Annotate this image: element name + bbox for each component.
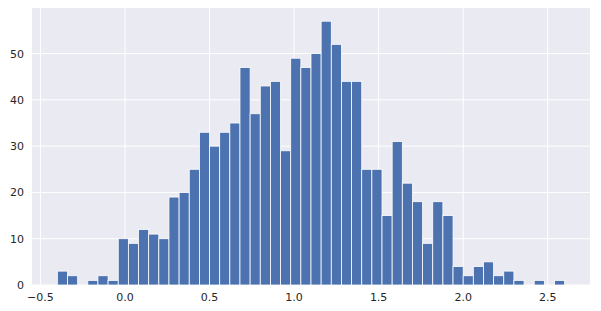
histogram-bar xyxy=(392,142,402,285)
plot-background xyxy=(32,8,590,285)
histogram-bar xyxy=(524,285,534,286)
histogram-bar xyxy=(382,216,392,285)
histogram-bar xyxy=(199,132,209,285)
histogram-bar xyxy=(341,81,351,285)
histogram-bar xyxy=(179,192,189,285)
x-tick-label: 2.5 xyxy=(539,291,557,304)
x-tick-label: 2.0 xyxy=(454,291,472,304)
histogram-bar xyxy=(57,271,67,285)
y-tick-label: 40 xyxy=(10,94,24,107)
histogram-bar xyxy=(453,266,463,285)
chart: 0 10 20 30 40 50 −0.5 0.0 0.5 1.0 1.5 2.0 2.5 xyxy=(0,0,601,311)
y-tick-label: 30 xyxy=(10,140,24,153)
x-tick-label: 1.0 xyxy=(285,291,303,304)
histogram-bar xyxy=(352,81,362,285)
histogram-bar xyxy=(159,239,169,285)
histogram-bar xyxy=(494,276,504,285)
grid xyxy=(32,8,590,285)
histogram-bar xyxy=(423,243,433,285)
histogram-bar xyxy=(412,202,422,285)
histogram-bar xyxy=(321,21,331,285)
histogram-bar xyxy=(301,67,311,285)
histogram-bar xyxy=(362,169,372,285)
histogram-bar xyxy=(483,262,493,285)
histogram-bar xyxy=(554,280,564,285)
histogram-bar xyxy=(169,197,179,285)
histogram-bar xyxy=(260,86,270,285)
tick-labels: 0 10 20 30 40 50 −0.5 0.0 0.5 1.0 1.5 2.0 2.5 xyxy=(10,48,556,304)
histogram-bar xyxy=(372,169,382,285)
histogram-bar xyxy=(78,285,88,286)
histogram-bar xyxy=(250,114,260,285)
y-tick-label: 10 xyxy=(10,233,24,246)
histogram-bar xyxy=(402,183,412,285)
x-grid-line xyxy=(40,8,41,285)
histogram-bar xyxy=(98,276,108,285)
x-grid-line xyxy=(547,8,548,285)
bars xyxy=(57,21,564,285)
histogram-bar xyxy=(230,123,240,285)
x-tick-label: 0.5 xyxy=(201,291,219,304)
histogram-bar xyxy=(291,58,301,285)
histogram-bar xyxy=(544,285,554,286)
x-grid-line xyxy=(463,8,464,285)
histogram-bar xyxy=(463,276,473,285)
histogram-bar xyxy=(68,276,78,285)
histogram-bar xyxy=(108,280,118,285)
y-tick-label: 20 xyxy=(10,186,24,199)
histogram-bar xyxy=(128,243,138,285)
x-tick-label: 0.0 xyxy=(116,291,134,304)
x-tick-label: 1.5 xyxy=(370,291,388,304)
histogram-bar xyxy=(473,266,483,285)
histogram-bar xyxy=(139,229,149,285)
histogram-bar xyxy=(240,67,250,285)
histogram-bar xyxy=(504,271,514,285)
histogram-bar xyxy=(281,151,291,285)
histogram-bar xyxy=(433,202,443,285)
y-tick-label: 50 xyxy=(10,48,24,61)
histogram-bar xyxy=(220,132,230,285)
histogram-bar xyxy=(311,54,321,285)
y-tick-label: 0 xyxy=(17,279,24,292)
histogram-bar xyxy=(331,44,341,285)
histogram-bar xyxy=(210,146,220,285)
histogram-bar xyxy=(149,234,159,285)
histogram-bar xyxy=(443,216,453,285)
histogram-bar xyxy=(514,280,524,285)
histogram-bar xyxy=(270,81,280,285)
histogram-bar xyxy=(88,280,98,285)
x-tick-label: −0.5 xyxy=(27,291,54,304)
histogram-bar xyxy=(534,280,544,285)
histogram-bar xyxy=(189,169,199,285)
histogram-bar xyxy=(118,239,128,285)
